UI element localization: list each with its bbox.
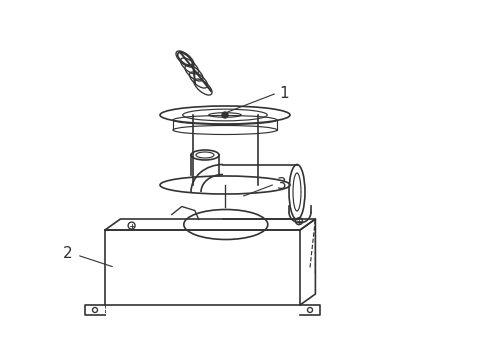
Text: 2: 2: [62, 247, 72, 261]
Text: 1: 1: [279, 86, 289, 100]
Circle shape: [222, 112, 228, 118]
Text: 3: 3: [277, 176, 287, 192]
